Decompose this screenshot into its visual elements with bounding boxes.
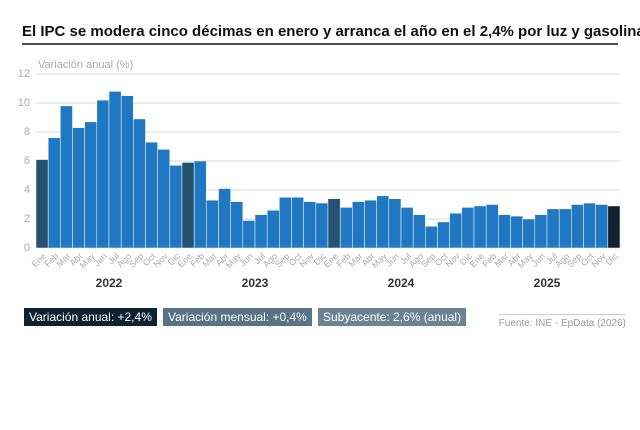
bar [279,197,292,249]
bar [510,215,523,249]
bar [352,201,365,249]
bar [303,201,317,249]
year-label: 2023 [242,276,269,290]
bar [558,208,572,249]
x-tick-label: Dic [604,251,621,268]
bar [230,201,244,249]
bar [571,204,584,249]
bar [364,199,377,249]
bar [473,205,487,249]
bar [120,95,134,249]
bar [546,208,560,249]
chart-title: El IPC se modera cinco décimas en enero … [22,23,640,40]
bar [485,204,499,249]
bar [327,198,341,249]
y-tick-label: 2 [24,213,30,225]
y-tick-label: 12 [18,68,30,80]
badge: Subyacente: 2,6% (anual) [318,308,467,326]
bar [108,91,122,249]
y-tick-label: 10 [18,97,30,109]
bar [145,141,158,249]
bar [193,160,207,249]
bar [84,121,98,249]
y-tick-label: 4 [24,184,30,196]
badge: Variación anual: +2,4% [24,308,157,326]
bar [425,226,438,249]
bar [181,162,195,249]
bar [169,165,183,249]
bar [35,159,49,249]
y-tick-label: 6 [24,155,30,167]
bar [607,205,621,249]
bar [449,212,463,249]
bar [412,214,426,249]
year-label: 2022 [96,276,123,290]
y-axis-label: Variación anual (%) [38,59,133,71]
bar [206,199,219,249]
bar [218,188,231,249]
bar [47,137,61,249]
bar [583,202,596,249]
bar [315,202,329,249]
bar [72,127,85,249]
badge: Variación mensual: +0,4% [163,308,312,326]
y-tick-label: 0 [24,242,30,254]
bar [96,99,110,249]
bar [400,207,414,249]
bar [534,214,548,249]
bar [254,214,268,249]
source: Fuente: INE - EpData (2026) [498,314,626,329]
bar [522,218,536,249]
bar [157,149,171,249]
bar [133,118,146,249]
bar [242,220,256,249]
bar [266,210,280,249]
bar [339,207,353,249]
bar [376,195,390,249]
year-label: 2025 [534,276,561,290]
bar [461,207,475,249]
bar [60,105,73,249]
bar [498,214,511,249]
bar [388,198,402,249]
bar [291,197,304,249]
bar [437,221,450,249]
bar [595,204,609,249]
year-label: 2024 [388,276,415,290]
y-tick-label: 8 [24,126,30,138]
